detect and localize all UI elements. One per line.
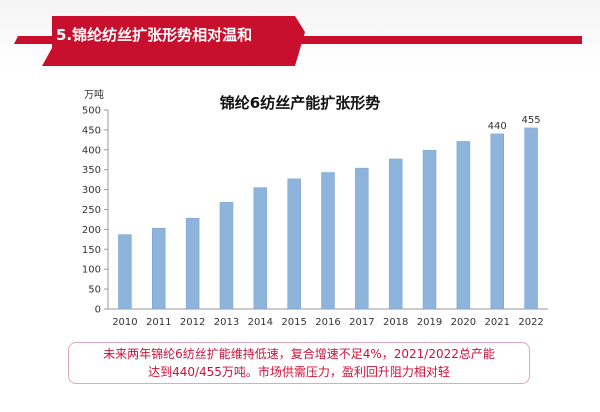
bar-2010 — [118, 234, 132, 310]
y-tick-label: 100 — [82, 265, 101, 276]
x-tick-label-2011: 2011 — [146, 317, 171, 328]
y-tick-label: 450 — [82, 125, 101, 136]
summary-note: 未来两年锦纶6纺丝扩能维持低速，复合增速不足4%，2021/2022总产能 达到… — [68, 342, 530, 384]
x-tick-label-2022: 2022 — [518, 317, 543, 328]
x-tick-label-2010: 2010 — [112, 317, 137, 328]
bar-2017 — [355, 167, 369, 310]
bar-chart: 锦纶6纺丝产能扩张形势 万吨 0 50 100 150 200 250 300 350 400 4… — [82, 88, 548, 328]
x-tick-label-2020: 2020 — [451, 317, 476, 328]
y-tick-label: 350 — [82, 165, 101, 176]
page-title: 5.锦纶纺丝扩张形势相对温和 — [56, 26, 253, 44]
x-tick-label-2019: 2019 — [417, 317, 442, 328]
y-tick-label: 500 — [82, 106, 101, 117]
y-axis-ticks: 0 50 100 150 200 250 300 350 400 450 500 — [82, 106, 108, 316]
data-label-2021: 440 — [488, 121, 507, 132]
y-tick-label: 300 — [82, 185, 101, 196]
bar-2018 — [388, 158, 403, 310]
bar-2016 — [321, 172, 335, 310]
x-tick-label-2016: 2016 — [315, 317, 340, 328]
bar-2019 — [422, 149, 437, 310]
header-banner — [0, 0, 600, 72]
y-tick-label: 0 — [95, 305, 101, 316]
y-axis-unit-label: 万吨 — [84, 88, 104, 101]
y-tick-label: 50 — [88, 285, 101, 296]
banner-red-tab — [42, 16, 305, 66]
bar-2015 — [287, 178, 301, 310]
bar-2022 — [524, 127, 538, 310]
x-tick-label-2012: 2012 — [180, 317, 205, 328]
x-tick-label-2013: 2013 — [214, 317, 239, 328]
data-labels: 440 455 — [488, 115, 541, 132]
y-tick-label: 200 — [82, 225, 101, 236]
bar-2021 — [490, 133, 504, 310]
data-label-2022: 455 — [522, 115, 541, 126]
x-tick-label-2018: 2018 — [383, 317, 408, 328]
bar-2020 — [456, 141, 471, 310]
x-tick-label-2017: 2017 — [349, 317, 374, 328]
bar-2013 — [219, 202, 234, 310]
bar-2011 — [152, 227, 166, 310]
summary-note-line-2: 达到440/455万吨。市场供需压力，盈利回升阻力相对轻 — [148, 365, 450, 379]
y-tick-label: 250 — [82, 205, 101, 216]
bar-2014 — [253, 187, 268, 310]
x-axis-ticks: 2010 2011 2012 2013 2014 2015 2016 2017 2018 2019… — [112, 317, 544, 328]
bars — [118, 127, 538, 310]
x-tick-label-2021: 2021 — [485, 317, 510, 328]
y-tick-label: 400 — [82, 145, 101, 156]
bar-2012 — [185, 218, 200, 310]
summary-note-line-1: 未来两年锦纶6纺丝扩能维持低速，复合增速不足4%，2021/2022总产能 — [103, 347, 495, 361]
x-tick-label-2014: 2014 — [248, 317, 273, 328]
y-tick-label: 150 — [82, 245, 101, 256]
x-tick-label-2015: 2015 — [281, 317, 306, 328]
chart-title: 锦纶6纺丝产能扩张形势 — [220, 94, 380, 112]
